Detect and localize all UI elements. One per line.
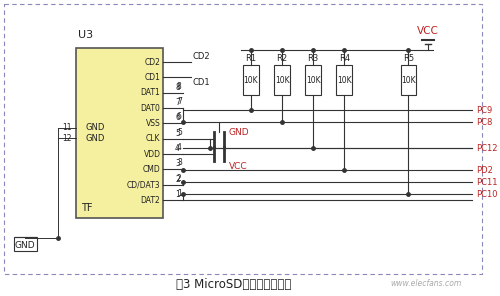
Text: VSS: VSS	[146, 119, 160, 128]
Text: R5: R5	[403, 54, 414, 63]
Bar	[243, 65, 258, 95]
Text: DAT2: DAT2	[140, 195, 160, 205]
Bar	[400, 65, 416, 95]
Text: 8: 8	[175, 83, 180, 92]
Text: PC10: PC10	[476, 189, 498, 199]
Text: R3: R3	[308, 54, 319, 63]
Text: U3: U3	[78, 30, 93, 40]
Text: PD2: PD2	[476, 165, 494, 175]
Text: 8: 8	[177, 82, 182, 91]
Text: 5: 5	[177, 128, 182, 137]
Text: GND: GND	[228, 128, 249, 137]
Text: 2: 2	[175, 175, 180, 184]
Text: 12: 12	[62, 133, 72, 143]
Text: 1: 1	[175, 190, 180, 199]
Text: CD2: CD2	[144, 57, 160, 67]
Text: 7: 7	[175, 98, 180, 107]
Text: 6: 6	[177, 112, 182, 121]
Text: CD1: CD1	[192, 78, 210, 87]
Text: 5: 5	[175, 129, 180, 138]
Text: CMD: CMD	[142, 165, 160, 174]
Text: 10K: 10K	[401, 75, 416, 84]
Text: R1: R1	[246, 54, 256, 63]
Text: CD2: CD2	[192, 52, 210, 61]
Text: CD/DAT3: CD/DAT3	[127, 180, 160, 189]
Bar	[336, 65, 352, 95]
Text: PC9: PC9	[476, 105, 493, 115]
Text: 3: 3	[175, 159, 180, 168]
Text: 3: 3	[177, 158, 182, 167]
Text: GND: GND	[86, 133, 105, 143]
Text: www.elecfans.com: www.elecfans.com	[390, 279, 462, 289]
Text: GND: GND	[86, 123, 105, 132]
Text: VDD: VDD	[144, 149, 160, 158]
Text: VCC: VCC	[228, 162, 247, 171]
Text: 10K: 10K	[306, 75, 320, 84]
Text: TF: TF	[80, 203, 92, 213]
Text: 10K: 10K	[274, 75, 289, 84]
Text: 6: 6	[175, 113, 180, 122]
Text: DAT0: DAT0	[140, 104, 160, 112]
Text: PC12: PC12	[476, 144, 498, 152]
Text: 4: 4	[177, 143, 182, 152]
Text: 4: 4	[175, 144, 180, 153]
Text: R4: R4	[338, 54, 350, 63]
Text: 11: 11	[62, 123, 72, 132]
Text: PC8: PC8	[476, 118, 493, 126]
Text: PC11: PC11	[476, 178, 498, 186]
Text: 7: 7	[177, 97, 182, 106]
Bar	[306, 65, 321, 95]
Text: 1: 1	[177, 189, 182, 198]
Text: CLK: CLK	[146, 134, 160, 143]
Text: 10K: 10K	[244, 75, 258, 84]
Text: 图3 MicroSD卡的硬件连接图: 图3 MicroSD卡的硬件连接图	[176, 278, 291, 290]
Bar	[76, 48, 164, 218]
Text: R2: R2	[276, 54, 287, 63]
Text: GND: GND	[15, 241, 36, 250]
Bar	[274, 65, 290, 95]
Text: 10K: 10K	[337, 75, 351, 84]
Text: DAT1: DAT1	[140, 88, 160, 97]
Text: 2: 2	[177, 174, 182, 183]
Text: CD1: CD1	[144, 73, 160, 82]
Bar	[14, 237, 37, 251]
Text: VCC: VCC	[417, 26, 439, 36]
